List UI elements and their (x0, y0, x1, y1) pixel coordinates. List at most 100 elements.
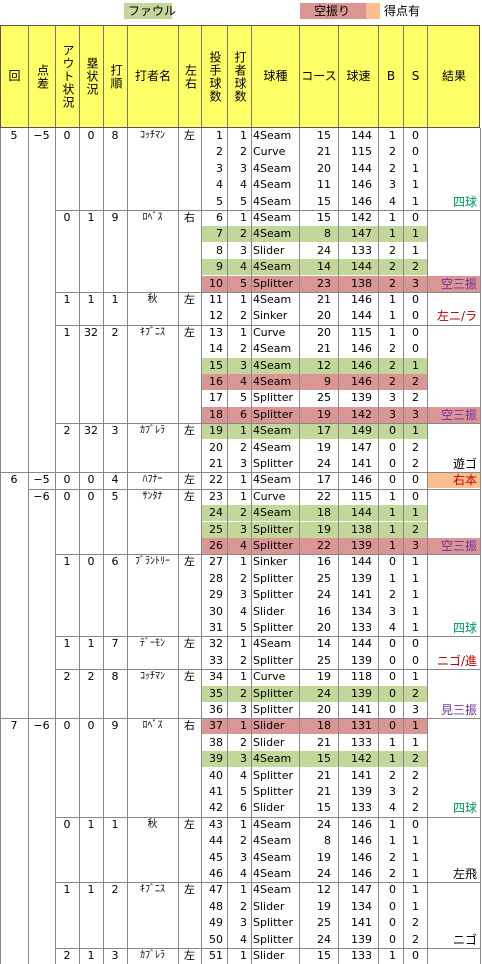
cell-course: 16 (317, 604, 331, 618)
table-row: 17 5 Splitter 25 139 3 2 (0, 390, 480, 406)
cell-name: ﾌﾞﾗﾝﾄﾘｰ (135, 556, 170, 568)
cell-base: 1 (87, 949, 95, 962)
cell-n: 19 (209, 424, 223, 438)
header-base-state: 塁状況 (80, 26, 104, 127)
cell-n: 1 (216, 129, 223, 142)
row-highlight (201, 374, 427, 390)
cell-bn: 6 (240, 407, 247, 421)
cell-bn: 2 (240, 735, 247, 749)
row-highlight (201, 718, 427, 735)
cell-course: 19 (317, 522, 331, 536)
cell-speed: 146 (351, 375, 372, 388)
cell-course: 17 (317, 424, 331, 438)
cell-n: 43 (209, 817, 223, 831)
cell-out: 2 (63, 424, 71, 438)
cell-b: 3 (389, 178, 396, 192)
cell-s: 1 (412, 735, 419, 749)
cell-bn: 1 (240, 473, 247, 487)
result-highlight (427, 538, 480, 554)
cell-n: 26 (209, 539, 223, 552)
cell-course: 23 (317, 276, 331, 290)
cell-s: 2 (412, 752, 419, 766)
cell-out: 0 (63, 129, 71, 142)
cell-b: 0 (389, 440, 396, 454)
grid-vline (0, 128, 1, 964)
cell-n: 11 (209, 293, 223, 306)
table-row: 1 0 6 ﾌﾞﾗﾝﾄﾘｰ 左 27 1 Sinker 16 144 0 1 (0, 554, 480, 570)
cell-type: 4Seam (253, 194, 292, 208)
cell-res: 四球 (452, 194, 477, 209)
cell-type: 4Seam (253, 752, 292, 766)
cell-name: ｶﾌﾞﾚﾗ (140, 425, 165, 437)
cell-ord: 1 (111, 293, 119, 306)
cell-n: 13 (209, 325, 223, 339)
cell-course: 21 (317, 768, 331, 782)
cell-type: Curve (253, 145, 286, 159)
header-pitch-no: 投手球数 (202, 26, 228, 127)
cell-lr: 右 (184, 719, 195, 733)
cell-type: 4Seam (253, 227, 292, 241)
cell-s: 1 (412, 424, 419, 438)
cell-base: 0 (87, 129, 95, 142)
cell-s: 2 (412, 457, 419, 470)
table-row: 7 −6 0 0 9 ﾛﾍﾞｽ 右 37 1 Slider 18 131 0 1 (0, 718, 480, 735)
cell-diff: −6 (33, 489, 50, 503)
cell-name: ﾃﾞｰﾓﾝ (140, 638, 165, 650)
cell-s: 0 (412, 293, 419, 306)
cell-bn: 3 (240, 703, 247, 716)
cell-ord: 3 (111, 949, 119, 962)
cell-n: 15 (209, 358, 223, 372)
legend-foul: ファウル (124, 3, 176, 19)
cell-out: 0 (63, 473, 71, 487)
cell-n: 10 (209, 276, 223, 290)
cell-type: 4Seam (253, 817, 292, 831)
cell-bn: 5 (240, 621, 247, 634)
cell-res: 見三振 (440, 703, 477, 717)
cell-ord: 2 (111, 325, 119, 339)
cell-speed: 142 (351, 407, 372, 421)
table-row: 1 1 2 ｷﾌﾞﾆｽ左 47 1 4Seam 12 147 0 1 (0, 882, 480, 898)
cell-bn: 5 (240, 194, 247, 208)
cell-n: 2 (216, 145, 223, 159)
header-b: B (379, 26, 404, 127)
cell-type: Slider (253, 949, 285, 962)
cell-s: 1 (412, 555, 419, 569)
cell-course: 8 (324, 834, 331, 848)
cell-speed: 147 (351, 440, 372, 454)
cell-course: 19 (317, 440, 331, 454)
cell-speed: 139 (351, 932, 372, 946)
table-row: 45 3 4Seam 19 146 2 1 (0, 850, 480, 866)
table-row: 2 1 3 ｶﾌﾞﾚﾗ 左 51 1 Slider 15 133 1 0 (0, 948, 480, 964)
cell-course: 18 (317, 719, 331, 733)
cell-course: 12 (317, 358, 331, 372)
cell-out: 1 (63, 293, 71, 306)
grid-hline (55, 636, 480, 638)
grid-vline (178, 128, 179, 964)
cell-s: 2 (412, 932, 419, 946)
cell-ord: 3 (111, 424, 119, 438)
cell-type: 4Seam (253, 506, 292, 520)
cell-s: 1 (412, 867, 419, 880)
cell-res: ニゴ (452, 932, 477, 947)
cell-type: 4Seam (253, 178, 292, 192)
cell-lr: 左 (184, 489, 195, 503)
cell-lr: 左 (184, 637, 195, 651)
cell-type: 4Seam (253, 867, 292, 880)
cell-out: 2 (63, 670, 71, 684)
cell-name: ｻﾝﾀﾅ (142, 490, 163, 502)
cell-b: 0 (389, 424, 396, 438)
cell-n: 4 (216, 178, 223, 192)
cell-base: 1 (87, 817, 95, 831)
grid-vline (299, 128, 300, 964)
cell-s: 1 (412, 588, 419, 602)
cell-type: Curve (253, 670, 286, 684)
cell-speed: 149 (351, 424, 372, 438)
result-highlight (427, 472, 480, 489)
cell-res: 左飛 (452, 867, 477, 881)
cell-name: ｺｯﾁﾏﾝ (140, 130, 165, 141)
cell-course: 20 (317, 161, 331, 175)
cell-type: Slider (253, 719, 285, 733)
cell-n: 25 (209, 522, 223, 536)
cell-b: 1 (389, 735, 396, 749)
cell-res: ニゴ/進 (436, 653, 477, 668)
